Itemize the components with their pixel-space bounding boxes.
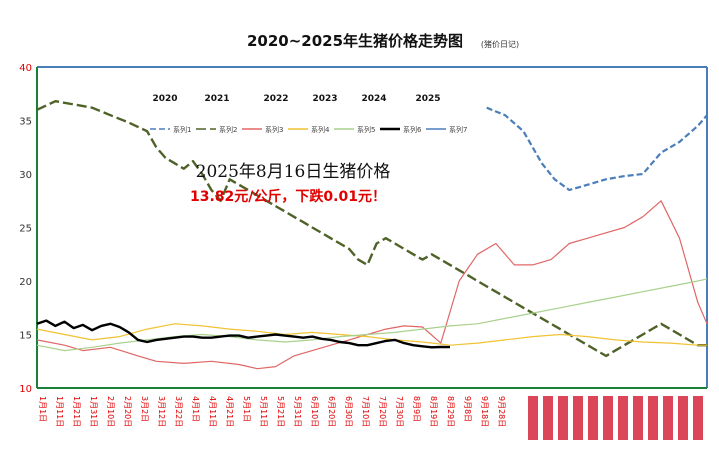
stripe-8 [648,396,658,440]
y-axis: 10 15 20 25 30 35 40 [19,63,32,395]
stripe-9 [663,396,673,440]
year-label-2025: 2025 [415,94,440,104]
legend: 系列1 系列2 系列3 系列4 系列5 系列6 系列7 [150,125,467,134]
legend-label-1: 系列1 [173,125,191,134]
annotation: 2025年8月16日生猪价格 13.82元/公斤，下跌0.01元！ [190,162,390,205]
legend-item-2: 系列2 [196,125,237,134]
x-tick-label-1: 1月11日 [55,396,64,427]
x-tick-label-27: 9月28日 [497,396,506,427]
bottom-stripes [528,396,703,440]
x-tick-label-25: 9月8日 [463,396,472,422]
legend-label-3: 系列3 [265,125,283,134]
x-tick-label-16: 6月10日 [310,396,319,427]
stripe-2 [558,396,568,440]
annotation-headline: 2025年8月16日生猪价格 [196,162,391,182]
legend-item-3: 系列3 [242,125,283,134]
x-tick-label-12: 5月1日 [242,396,251,422]
x-tick-label-26: 9月18日 [480,396,489,427]
chart-title: 2020~2025年生猪价格走势图 [247,32,463,50]
stripe-10 [678,396,688,440]
legend-item-4: 系列4 [288,125,330,134]
y-tick-label-30: 30 [19,170,32,181]
x-tick-label-23: 8月19日 [429,396,438,427]
x-tick-label-20: 7月20日 [378,396,387,427]
x-axis: 1月1日 1月11日 1月21日 1月31日 2月10日 2月20日 3月2日 3月12日 3月… [38,396,506,427]
x-tick-label-11: 4月21日 [225,396,234,427]
y-tick-label-20: 20 [19,277,32,288]
legend-label-4: 系列4 [311,125,330,134]
legend-label-7: 系列7 [449,125,467,134]
series-layer [36,100,708,370]
stripe-3 [573,396,583,440]
stripe-5 [603,396,613,440]
series-line-3 [36,200,708,370]
x-tick-label-7: 3月12日 [157,396,166,427]
year-label-2023: 2023 [312,94,337,104]
legend-label-6: 系列6 [403,125,422,134]
year-labels: 2020 2021 2022 2023 2024 2025 [152,94,440,104]
y-tick-label-35: 35 [19,117,32,128]
year-label-2024: 2024 [361,94,386,104]
x-tick-label-18: 6月30日 [344,396,353,427]
y-tick-label-10: 10 [19,384,32,395]
year-label-2021: 2021 [204,94,229,104]
x-tick-label-9: 4月1日 [191,396,200,422]
x-tick-label-17: 6月20日 [327,396,336,427]
x-tick-label-0: 1月1日 [38,396,47,422]
series-line-1 [486,106,708,192]
x-tick-label-22: 8月9日 [412,396,421,422]
x-tick-label-5: 2月20日 [123,396,132,427]
legend-item-7: 系列7 [426,125,467,134]
chart-title-note: (猪价日记) [481,39,519,49]
stripe-11 [693,396,703,440]
stripe-4 [588,396,598,440]
series-line-5 [36,278,708,352]
annotation-detail: 13.82元/公斤，下跌0.01元！ [190,188,386,205]
x-tick-label-4: 2月10日 [106,396,115,427]
legend-label-5: 系列5 [357,125,375,134]
x-tick-label-15: 5月31日 [293,396,302,427]
y-tick-label-40: 40 [19,63,32,74]
plot-frame [36,66,708,389]
legend-item-1: 系列1 [150,125,191,134]
x-tick-label-21: 7月30日 [395,396,404,427]
x-tick-label-6: 3月2日 [140,396,149,422]
stripe-6 [618,396,628,440]
x-tick-label-3: 1月31日 [89,396,98,427]
legend-label-2: 系列2 [219,125,237,134]
legend-item-5: 系列5 [334,125,375,134]
y-tick-label-25: 25 [19,224,32,235]
x-tick-label-13: 5月11日 [259,396,268,427]
series-line-4 [36,323,707,346]
x-tick-label-8: 3月22日 [174,396,183,427]
x-tick-label-19: 7月10日 [361,396,370,427]
series-line-2 [36,100,707,358]
legend-item-6: 系列6 [380,125,422,134]
stripe-0 [528,396,538,440]
x-tick-label-10: 4月11日 [208,396,217,427]
y-tick-label-15: 15 [19,331,32,342]
x-tick-label-2: 1月21日 [72,396,81,427]
x-tick-label-14: 5月21日 [276,396,285,427]
year-label-2022: 2022 [263,94,288,104]
series-line-6 [36,319,451,349]
stripe-1 [543,396,553,440]
stripe-7 [633,396,643,440]
x-tick-label-24: 8月29日 [446,396,455,427]
year-label-2020: 2020 [152,94,177,104]
